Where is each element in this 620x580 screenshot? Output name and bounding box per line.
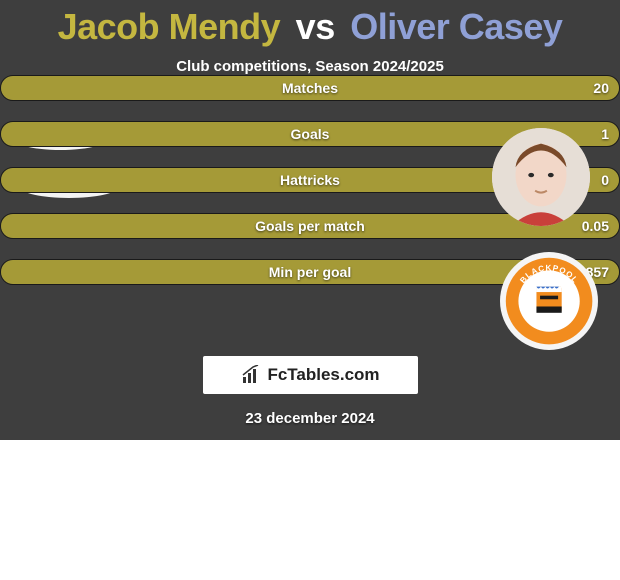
title-player2: Oliver Casey bbox=[350, 6, 562, 47]
stat-value-right: 0.05 bbox=[582, 218, 609, 234]
face-icon bbox=[492, 128, 590, 226]
stat-row: Matches 20 bbox=[0, 75, 620, 101]
stat-label: Goals bbox=[291, 126, 330, 142]
comparison-card: Jacob Mendy vs Oliver Casey Club competi… bbox=[0, 0, 620, 440]
stat-label: Matches bbox=[282, 80, 338, 96]
title-player1: Jacob Mendy bbox=[58, 6, 281, 47]
page-title: Jacob Mendy vs Oliver Casey bbox=[0, 0, 620, 48]
title-vs: vs bbox=[296, 6, 335, 47]
subtitle: Club competitions, Season 2024/2025 bbox=[0, 58, 620, 75]
branding-badge: FcTables.com bbox=[203, 356, 418, 394]
stat-label: Min per goal bbox=[269, 264, 351, 280]
stat-value-right: 0 bbox=[601, 172, 609, 188]
player2-club-badge: BLACKPOOL FOOTBALL CLUB bbox=[500, 252, 598, 350]
chart-icon bbox=[241, 365, 261, 385]
stat-value-right: 20 bbox=[593, 80, 609, 96]
stat-value-right: 1 bbox=[601, 126, 609, 142]
date-text: 23 december 2024 bbox=[245, 410, 374, 427]
stat-label: Goals per match bbox=[255, 218, 365, 234]
stat-label: Hattricks bbox=[280, 172, 340, 188]
player2-avatar bbox=[492, 128, 590, 226]
club-badge-icon: BLACKPOOL FOOTBALL CLUB bbox=[504, 256, 594, 346]
branding-text: FcTables.com bbox=[267, 365, 379, 385]
